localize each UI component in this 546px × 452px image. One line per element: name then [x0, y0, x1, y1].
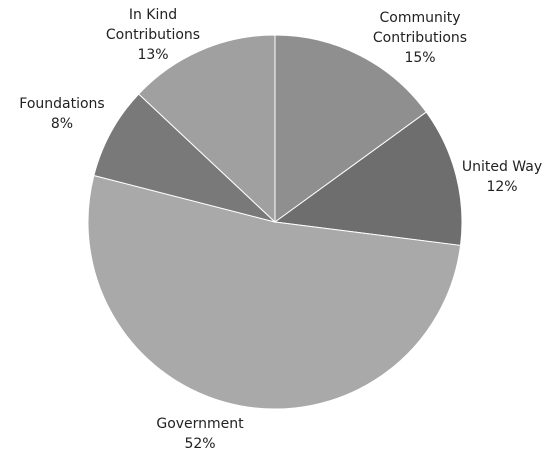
pie-slice-3: [93, 93, 276, 223]
slice-name-label: Foundations: [19, 96, 104, 112]
pie-slice-0: [274, 34, 427, 223]
slice-percent-label: 12%: [486, 179, 517, 195]
slice-percent-label: 52%: [184, 436, 215, 452]
slice-labels: Community Contributions 15% United Way 12% Go…: [19, 7, 542, 452]
slice-name-label: Community: [379, 10, 460, 26]
slice-name-label: United Way: [462, 159, 542, 175]
pie-slice-4: [137, 34, 276, 224]
pie-slices: [87, 34, 463, 410]
slice-name-label: Contributions: [106, 27, 200, 43]
pie-slice-2: [87, 174, 462, 410]
pie-slice-1: [273, 111, 463, 246]
slice-name-label: In Kind: [129, 7, 177, 23]
slice-percent-label: 8%: [51, 116, 73, 132]
slice-name-label: Government: [156, 416, 244, 432]
slice-percent-label: 13%: [137, 47, 168, 63]
slice-percent-label: 15%: [404, 50, 435, 66]
slice-name-label: Contributions: [373, 30, 467, 46]
